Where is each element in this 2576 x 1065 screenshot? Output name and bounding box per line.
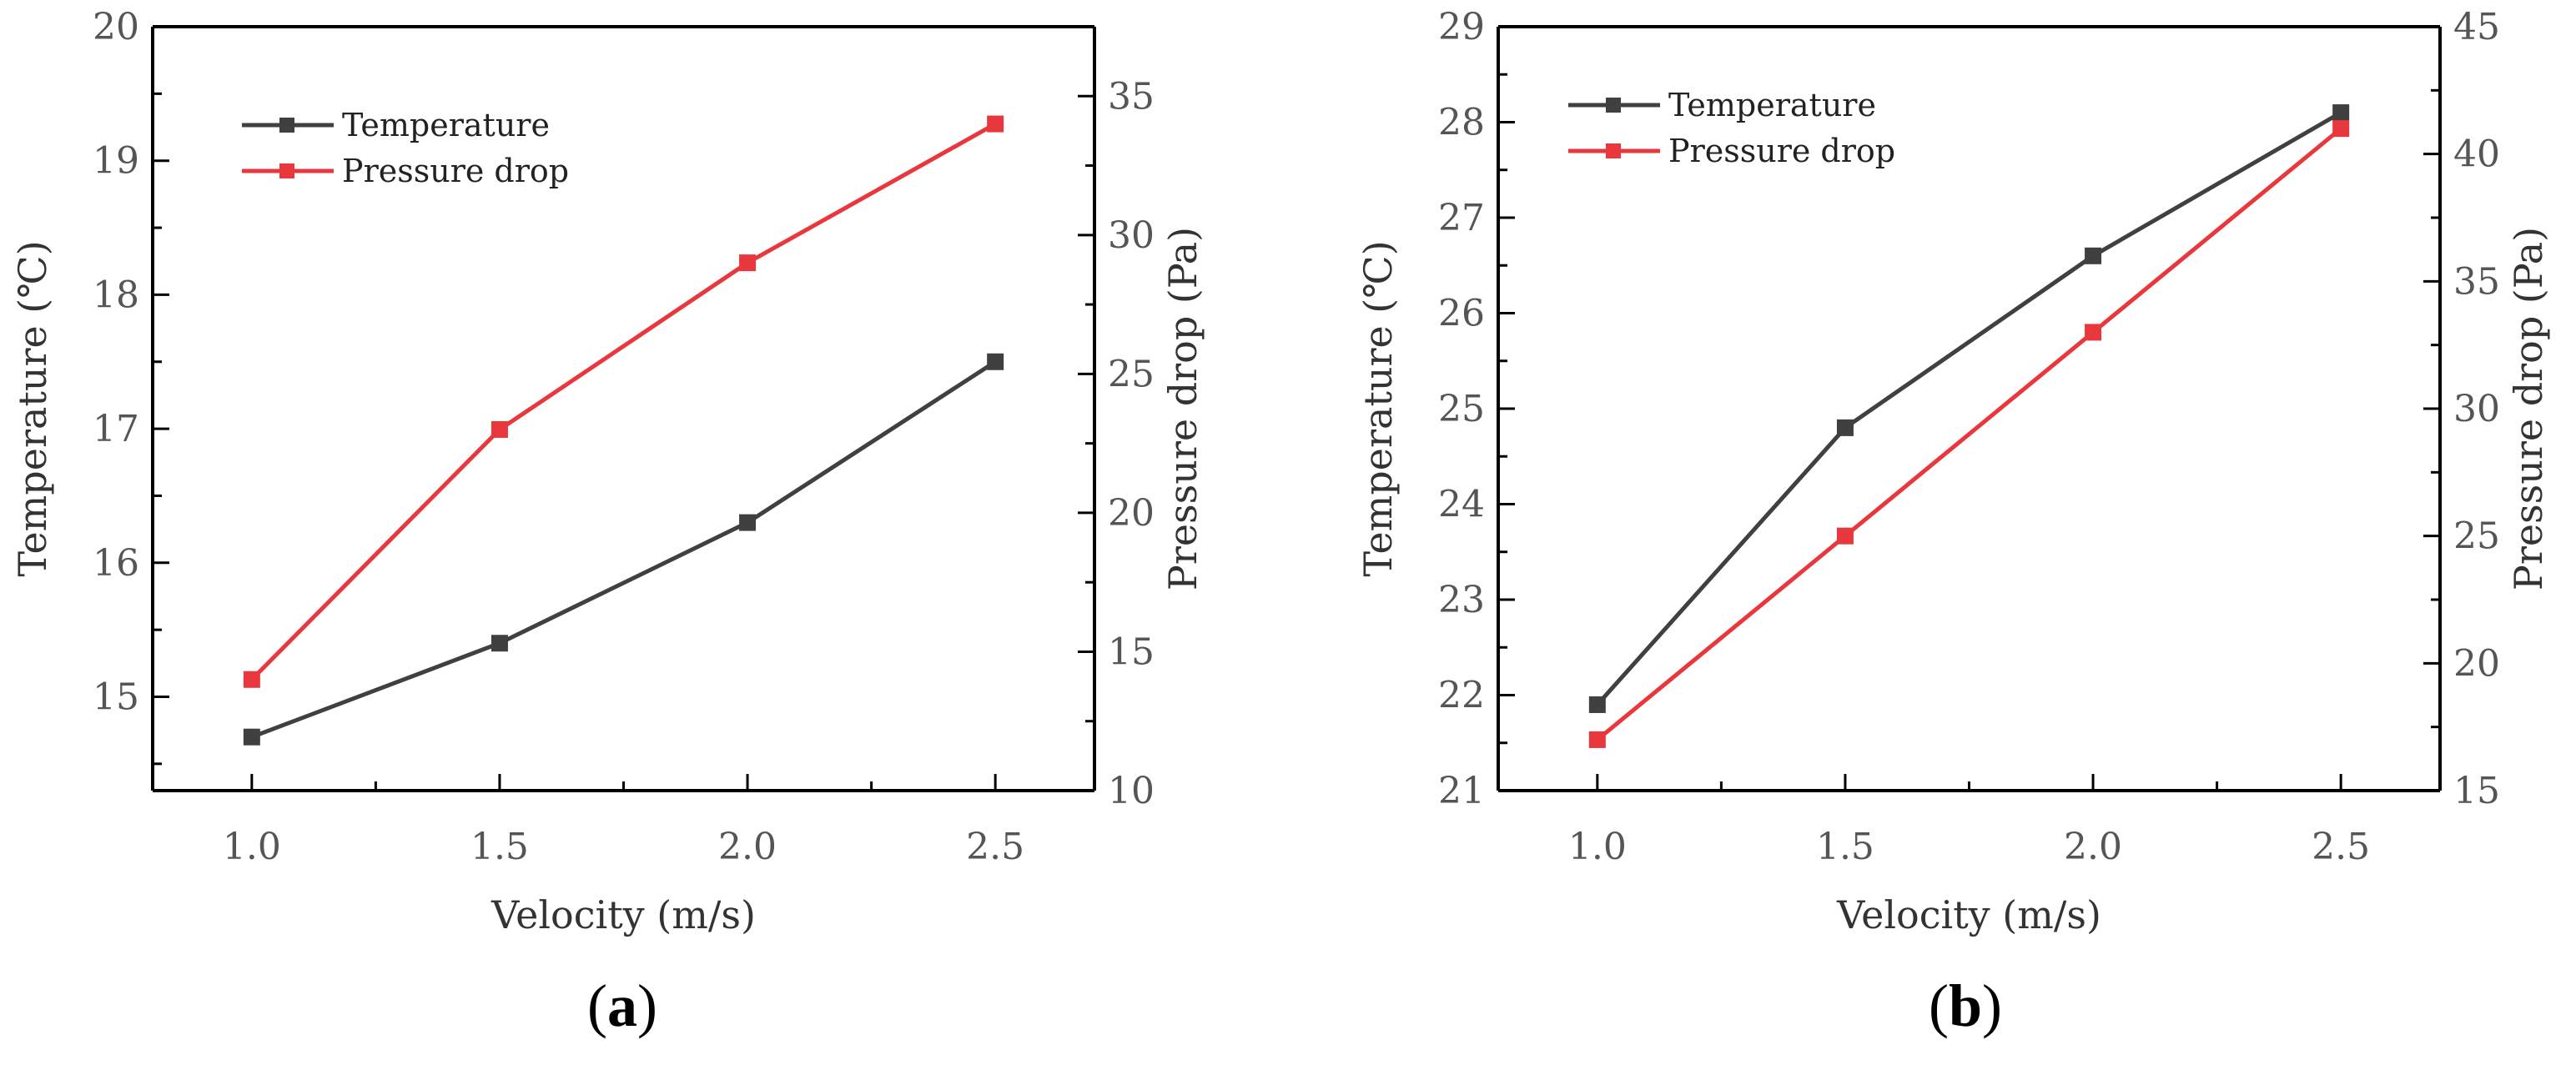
pressure-drop-data-point <box>243 671 260 688</box>
panel-label: (b) <box>1929 972 2002 1039</box>
y-left-tick-label: 18 <box>93 274 139 316</box>
y-right-tick-label: 30 <box>1108 214 1155 257</box>
pressure-drop-data-point <box>1836 527 1854 545</box>
y-left-tick-label: 26 <box>1438 293 1485 335</box>
x-tick-label: 1.5 <box>470 826 529 868</box>
y-left-tick-label: 17 <box>93 408 139 450</box>
y-axis-right-title: Pressure drop (Pa) <box>1160 227 1205 590</box>
y-axis-left-title: Temperature (℃) <box>1356 240 1401 576</box>
panel-label-letter: a <box>607 972 637 1039</box>
panel-label-open-paren: ( <box>1929 972 1949 1039</box>
x-tick-label: 1.5 <box>1816 826 1874 868</box>
legend-label: Pressure drop <box>342 153 569 189</box>
x-tick-label: 1.0 <box>1568 826 1627 868</box>
temperature-series-line <box>1595 110 2342 706</box>
temperature-data-point <box>2332 104 2350 122</box>
pressure-drop-data-point <box>2332 120 2350 138</box>
y-left-tick-label: 16 <box>93 542 139 585</box>
x-tick-label: 1.0 <box>223 826 281 868</box>
y-axis-left-title: Temperature (℃) <box>10 240 55 576</box>
temperature-series-line <box>250 359 997 740</box>
x-axis-title: Velocity (m/s) <box>491 892 756 937</box>
legend-swatch-marker <box>279 163 294 178</box>
panel-label-close-paren: ) <box>1982 972 2002 1039</box>
y-left-tick-label: 15 <box>93 676 139 719</box>
y-right-tick-label: 25 <box>2453 515 2500 558</box>
legend-label: Temperature <box>1668 87 1876 123</box>
y-right-tick-label: 40 <box>2453 133 2500 176</box>
y-right-tick-label: 45 <box>2453 6 2500 48</box>
x-tick-label: 2.5 <box>2312 826 2370 868</box>
y-right-tick-label: 10 <box>1108 770 1155 812</box>
x-tick-label: 2.0 <box>718 826 777 868</box>
temperature-data-point <box>2085 247 2102 264</box>
panel-label: (a) <box>587 972 657 1039</box>
y-left-tick-label: 23 <box>1438 579 1485 621</box>
y-left-tick-label: 19 <box>93 140 139 183</box>
legend-label: Temperature <box>342 107 550 143</box>
y-left-tick-label: 24 <box>1438 484 1485 526</box>
pressure-drop-series-line <box>1596 127 2342 741</box>
temperature-data-point <box>1836 419 1854 436</box>
legend-swatch-marker <box>1606 98 1621 113</box>
y-right-tick-label: 35 <box>2453 260 2500 303</box>
y-right-tick-label: 25 <box>1108 353 1155 395</box>
y-axis-right-title: Pressure drop (Pa) <box>2506 227 2551 590</box>
pressure-drop-data-point <box>1588 731 1606 748</box>
y-right-tick-label: 20 <box>2453 642 2500 685</box>
pressure-drop-data-point <box>491 420 508 438</box>
y-right-tick-label: 15 <box>2453 770 2500 812</box>
panel-label-close-paren: ) <box>637 972 657 1039</box>
y-left-tick-label: 28 <box>1438 102 1485 144</box>
panel-label-letter: b <box>1949 972 1982 1039</box>
temperature-data-point <box>987 353 1004 370</box>
pressure-drop-data-point <box>987 115 1004 133</box>
x-tick-label: 2.0 <box>2064 826 2122 868</box>
temperature-data-point <box>491 635 508 652</box>
pressure-drop-series-line <box>250 122 997 681</box>
x-tick-label: 2.5 <box>966 826 1024 868</box>
legend-label: Pressure drop <box>1668 133 1895 169</box>
y-left-tick-label: 22 <box>1438 675 1485 717</box>
y-left-tick-label: 25 <box>1438 388 1485 430</box>
legend-swatch-marker <box>1606 143 1621 158</box>
temperature-data-point <box>739 514 757 531</box>
y-left-tick-label: 27 <box>1438 197 1485 239</box>
y-left-tick-label: 29 <box>1438 6 1485 48</box>
y-right-tick-label: 20 <box>1108 492 1155 535</box>
y-right-tick-label: 35 <box>1108 75 1155 118</box>
pressure-drop-data-point <box>739 254 757 272</box>
y-left-tick-label: 21 <box>1438 770 1485 812</box>
chart-panel-b: 1.0 1.5 2.0 2.5 21 22 23 24 25 26 27 28 29 15 20 25 30 35… <box>1356 6 2551 1039</box>
temperature-data-point <box>1588 696 1606 713</box>
x-axis-title: Velocity (m/s) <box>1836 892 2101 937</box>
chart-panel-a: 1.0 1.5 2.0 2.5 15 16 17 18 19 20 10 15 20 25 30 35 Velo… <box>10 6 1205 1039</box>
y-right-tick-label: 30 <box>2453 388 2500 430</box>
temperature-data-point <box>243 728 260 746</box>
y-right-tick-label: 15 <box>1108 630 1155 673</box>
panel-label-open-paren: ( <box>587 972 607 1039</box>
legend-swatch-marker <box>279 118 294 133</box>
y-left-tick-label: 20 <box>93 6 139 48</box>
pressure-drop-data-point <box>2085 324 2102 341</box>
